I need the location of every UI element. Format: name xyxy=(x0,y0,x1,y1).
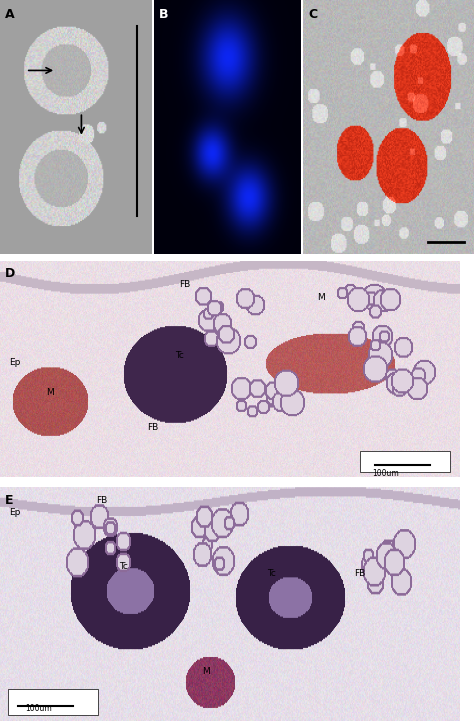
Text: B: B xyxy=(158,8,168,21)
Text: A: A xyxy=(5,8,14,21)
Text: Tc: Tc xyxy=(175,351,183,360)
Text: M: M xyxy=(317,293,325,302)
Text: FB: FB xyxy=(97,496,108,505)
Text: 100um: 100um xyxy=(25,704,52,713)
Text: M: M xyxy=(46,388,54,397)
Text: E: E xyxy=(5,494,13,507)
Text: M: M xyxy=(202,667,210,676)
Text: C: C xyxy=(309,8,318,21)
Bar xyxy=(9,689,99,715)
Text: Tc: Tc xyxy=(119,562,128,571)
Text: Tc: Tc xyxy=(267,569,275,578)
Text: FB: FB xyxy=(179,280,191,289)
Text: Ep: Ep xyxy=(9,508,20,517)
Bar xyxy=(360,451,450,472)
Text: 100um: 100um xyxy=(372,469,399,478)
Text: D: D xyxy=(5,267,15,280)
Text: FB: FB xyxy=(147,423,158,432)
Text: Ep: Ep xyxy=(9,358,20,367)
Text: FB: FB xyxy=(354,569,365,578)
